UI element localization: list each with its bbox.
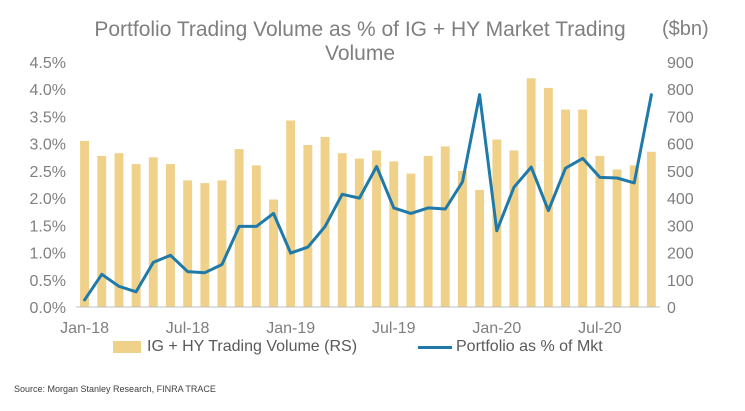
bar xyxy=(303,145,313,307)
bar xyxy=(440,146,450,307)
legend-item-volume: IG + HY Trading Volume (RS) xyxy=(113,338,357,356)
bar xyxy=(251,165,261,307)
bar xyxy=(80,140,89,307)
right-tick-label: 200 xyxy=(667,246,694,263)
left-tick-label: 4.0% xyxy=(30,82,66,99)
bar xyxy=(458,170,467,307)
x-axis: Jan-18 Jul-18 Jan-19 Jul-19 Jan-20 Jul-20 xyxy=(60,320,622,337)
bar xyxy=(166,164,175,307)
x-tick-label: Jul-20 xyxy=(578,320,622,337)
right-tick-label: 600 xyxy=(667,137,694,154)
x-tick-label: Jan-20 xyxy=(472,320,521,337)
left-tick-label: 0.0% xyxy=(30,300,66,317)
bar xyxy=(217,180,227,307)
right-tick-label: 300 xyxy=(667,218,694,235)
bar xyxy=(114,153,124,307)
source-note: Source: Morgan Stanley Research, FINRA T… xyxy=(14,384,216,394)
left-tick-label: 1.0% xyxy=(30,246,66,263)
legend-label-portfolio: Portfolio as % of Mkt xyxy=(456,338,603,355)
bar xyxy=(354,158,364,307)
bar xyxy=(286,120,296,307)
legend-item-portfolio: Portfolio as % of Mkt xyxy=(418,338,603,356)
chart-title-line-1: Portfolio Trading Volume as % of IG + HY… xyxy=(94,18,626,41)
x-tick-label: Jan-18 xyxy=(60,320,109,337)
left-tick-label: 2.0% xyxy=(30,191,66,208)
bar xyxy=(646,151,656,307)
bar xyxy=(148,157,158,307)
right-tick-label: 900 xyxy=(667,55,694,72)
left-tick-label: 4.5% xyxy=(30,55,66,72)
bar xyxy=(320,136,330,307)
right-axis: 0 100 200 300 400 500 600 700 800 900 xyxy=(667,55,694,317)
right-tick-label: 800 xyxy=(667,82,694,99)
left-tick-label: 2.5% xyxy=(30,164,66,181)
bar xyxy=(406,173,416,307)
bar xyxy=(543,87,553,308)
bar xyxy=(372,150,381,307)
bar xyxy=(509,150,519,307)
bar xyxy=(612,169,622,307)
bar xyxy=(561,109,570,307)
legend-label-volume: IG + HY Trading Volume (RS) xyxy=(147,338,358,355)
right-tick-label: 400 xyxy=(667,191,694,208)
bar xyxy=(578,109,588,307)
bar-series xyxy=(80,78,656,308)
left-axis: 0.0% 0.5% 1.0% 1.5% 2.0% 2.5% 3.0% 3.5% 4.0% 4.5% xyxy=(30,55,66,317)
bar xyxy=(97,155,107,307)
chart-title-line-2: Volume xyxy=(324,42,396,65)
left-tick-label: 3.0% xyxy=(30,137,66,154)
bar xyxy=(183,180,193,307)
line-series-layer xyxy=(83,93,653,302)
right-tick-label: 700 xyxy=(667,109,694,126)
bar xyxy=(595,155,605,307)
bar xyxy=(629,165,639,307)
right-tick-label: 100 xyxy=(667,273,694,290)
x-tick-label: Jan-19 xyxy=(266,320,315,337)
bar xyxy=(389,161,399,307)
left-tick-label: 0.5% xyxy=(30,273,66,290)
bar xyxy=(475,189,485,307)
x-tick-label: Jul-19 xyxy=(372,320,416,337)
legend-swatch-bar xyxy=(113,341,141,353)
right-tick-label: 500 xyxy=(667,164,694,181)
legend-swatch-line xyxy=(418,345,452,349)
right-axis-unit: ($bn) xyxy=(662,18,709,40)
bar xyxy=(337,153,347,307)
right-tick-label: 0 xyxy=(667,300,676,317)
bar xyxy=(200,183,210,307)
legend: IG + HY Trading Volume (RS) Portfolio as… xyxy=(0,338,745,364)
bar xyxy=(423,155,433,307)
left-tick-label: 3.5% xyxy=(30,109,66,126)
x-tick-label: Jul-18 xyxy=(166,320,210,337)
bar xyxy=(131,164,141,307)
bar xyxy=(269,199,278,307)
bar xyxy=(526,78,536,307)
portfolio-line xyxy=(83,93,653,302)
left-tick-label: 1.5% xyxy=(30,218,66,235)
